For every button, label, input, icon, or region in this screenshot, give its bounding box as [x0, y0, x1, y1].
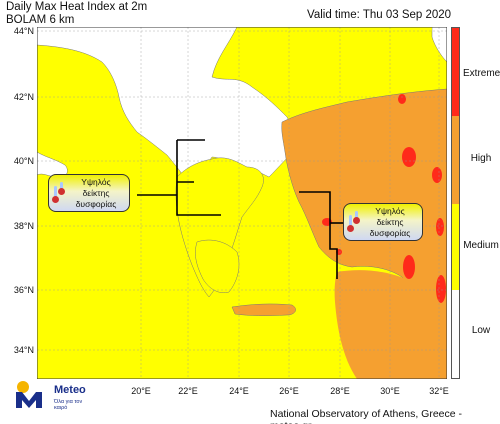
- lon-label-22: 22°E: [178, 386, 198, 396]
- lat-label-36: 36°N: [13, 285, 34, 295]
- thermometer-icon: [353, 211, 360, 224]
- legend-swatch-low: [452, 290, 459, 378]
- legend-swatch-extreme: [452, 28, 459, 116]
- lon-label-24: 24°E: [229, 386, 249, 396]
- map-title: Daily Max Heat Index at 2m BOLAM 6 km: [6, 1, 147, 27]
- map-title-line1: Daily Max Heat Index at 2m: [6, 1, 148, 13]
- callout-east-line2: δείκτης: [376, 217, 404, 227]
- graticule: [37, 27, 447, 379]
- callout-connector-east: [299, 191, 345, 279]
- lon-label-26: 26°E: [279, 386, 299, 396]
- legend-label-low: Low: [471, 325, 491, 336]
- logo-name: Meteo: [54, 384, 86, 396]
- lat-label-38: 38°N: [13, 221, 34, 231]
- lon-label-20: 20°E: [131, 386, 151, 396]
- valid-time: Valid time: Thu 03 Sep 2020: [307, 9, 452, 21]
- legend-swatch-high: [452, 116, 459, 204]
- extreme-hotspot: [402, 147, 416, 167]
- map-title-line2: BOLAM 6 km: [6, 14, 75, 26]
- thermometer-icon: [347, 215, 354, 232]
- east-med-sea-high: [334, 270, 447, 379]
- callout-east-line1: Υψηλός: [375, 206, 405, 216]
- legend-label-extreme: Extreme: [463, 68, 500, 79]
- callout-connector-west: [137, 139, 221, 216]
- extreme-hotspot: [398, 94, 406, 104]
- extreme-hotspot: [432, 167, 442, 183]
- legend-swatch-medium: [452, 204, 459, 290]
- logo-tagline: Όλα για τον καιρό: [54, 399, 83, 411]
- lat-label-40: 40°N: [13, 156, 34, 166]
- legend-label-high: High: [470, 153, 492, 164]
- lon-label-28: 28°E: [330, 386, 350, 396]
- lon-label-30: 30°E: [380, 386, 400, 396]
- thermometer-icon: [52, 186, 59, 203]
- lat-label-44: 44°N: [13, 26, 34, 36]
- lon-label-32: 32°E: [429, 386, 449, 396]
- callout-east: Υψηλός δείκτης δυσφορίας: [343, 203, 423, 241]
- extreme-hotspot: [403, 255, 415, 279]
- lat-label-42: 42°N: [13, 92, 34, 102]
- source-footer: National Observatory of Athens, Greece -…: [270, 408, 463, 424]
- callout-west-line1: Υψηλός: [81, 177, 111, 187]
- callout-west: Υψηλός δείκτης δυσφορίας: [48, 174, 130, 212]
- thermometer-icon: [58, 182, 65, 195]
- extreme-hotspot: [436, 275, 446, 303]
- callout-east-line3: δυσφορίας: [369, 228, 411, 238]
- extreme-hotspot: [436, 218, 444, 236]
- meteo-logo-icon: [16, 381, 42, 408]
- crete-island: [231, 303, 296, 316]
- callout-west-line2: δείκτης: [82, 188, 110, 198]
- black-sea: [317, 27, 432, 60]
- lat-label-34: 34°N: [13, 345, 34, 355]
- legend-colorbar: [451, 27, 460, 379]
- callout-west-line3: δυσφορίας: [75, 199, 117, 209]
- legend-label-medium: Medium: [463, 240, 499, 251]
- meteo-logo[interactable]: Meteo Όλα για τον καιρό: [14, 380, 104, 416]
- peloponnese-land: [195, 239, 240, 293]
